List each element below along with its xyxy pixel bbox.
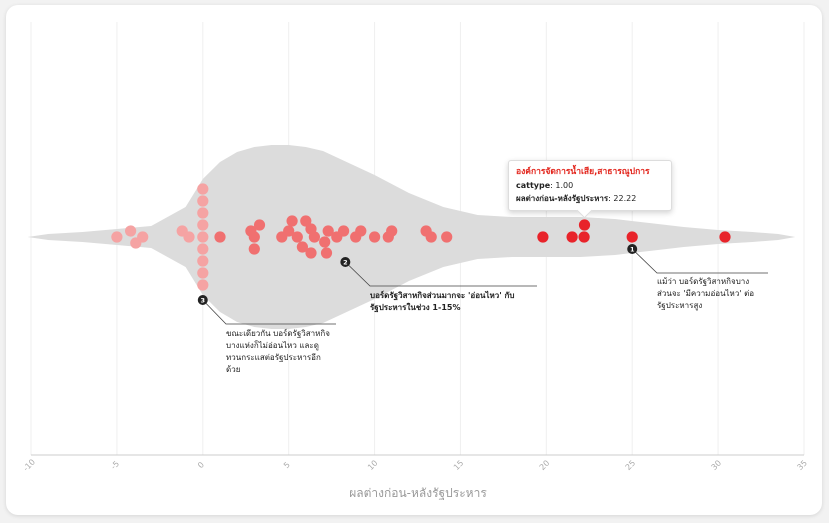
- data-point: [253, 219, 266, 231]
- data-point: [355, 225, 367, 237]
- data-point: [111, 231, 123, 243]
- data-point: [386, 225, 398, 237]
- data-point: [197, 243, 209, 255]
- x-axis: -10 -5 0 5 10 15 20 25 30 35: [21, 454, 809, 473]
- data-point: [578, 231, 590, 243]
- data-point: [197, 219, 209, 231]
- x-axis-label: ผลต่างก่อน-หลังรัฐประหาร: [349, 486, 487, 500]
- tooltip-title: องค์การจัดการน้ำเสีย,สาธารณูปการ: [516, 167, 650, 177]
- violin-shape: [27, 145, 796, 329]
- data-point: [183, 231, 195, 243]
- annotation-3-line: บางแห่งก็ไม่อ่อนไหว และดู: [226, 341, 319, 350]
- annotation-3-text: ขณะเดียวกัน บอร์ดรัฐวิสาหกิจ บางแห่งก็ไม…: [226, 328, 346, 376]
- annotation-1-leader: [631, 248, 768, 274]
- annotation-marker: [197, 295, 208, 305]
- data-point: [283, 225, 295, 237]
- x-tick-label: 25: [624, 458, 638, 472]
- x-tick-label: -10: [21, 457, 37, 473]
- data-point: [319, 236, 331, 248]
- data-point: [197, 207, 209, 219]
- annotation-2-leader: [345, 261, 537, 287]
- data-point: [441, 231, 453, 243]
- annotation-marker: [340, 257, 351, 267]
- data-point: [197, 255, 209, 267]
- data-point: [197, 183, 209, 195]
- annotation-leaders: [202, 248, 768, 325]
- annotation-2-line: บอร์ดรัฐวิสาหกิจส่วนมากจะ 'อ่อนไหว' กับ: [370, 291, 515, 300]
- data-point: [197, 279, 209, 291]
- x-tick-label: -5: [109, 459, 121, 471]
- annotation-2-line: รัฐประหารในช่วง 1-15%: [370, 303, 461, 312]
- data-point: [197, 267, 209, 279]
- tooltip-cattype-row: cattype: 1.00: [516, 181, 574, 190]
- annotation-markers: 3 2 1: [197, 244, 638, 305]
- data-points: [111, 183, 731, 291]
- data-point: [296, 241, 308, 253]
- data-point: [197, 195, 209, 207]
- annotation-1-text: แม้ว่า บอร์ดรัฐวิสาหกิจบาง ส่วนจะ 'มีควา…: [657, 276, 777, 312]
- data-point: [320, 247, 333, 259]
- annotation-3-line: ขณะเดียวกัน บอร์ดรัฐวิสาหกิจ: [226, 329, 330, 338]
- data-point: [125, 225, 137, 237]
- annotation-marker: [627, 244, 638, 254]
- data-point: [291, 231, 303, 243]
- x-tick-label: 0: [196, 460, 206, 470]
- data-point: [305, 247, 317, 259]
- data-point: [425, 231, 437, 243]
- x-tick-label: 15: [452, 458, 466, 472]
- annotation-marker-label: 3: [201, 297, 206, 305]
- tooltip-diff-label: ผลต่างก่อน-หลังรัฐประหาร: [516, 194, 609, 203]
- data-point: [137, 231, 149, 243]
- data-point: [322, 225, 334, 237]
- data-point: [308, 231, 320, 243]
- data-point: [369, 231, 381, 243]
- data-point: [566, 231, 578, 243]
- annotation-2-text: บอร์ดรัฐวิสาหกิจส่วนมากจะ 'อ่อนไหว' กับ …: [370, 290, 545, 314]
- data-point: [197, 231, 209, 243]
- x-tick-label: 30: [710, 458, 724, 472]
- annotation-marker-label: 1: [630, 246, 635, 254]
- tooltip-diff-value: 22.22: [613, 194, 637, 203]
- annotation-3-line: ด้วย: [226, 365, 241, 374]
- data-point: [214, 231, 226, 243]
- x-tick-label: 5: [282, 460, 292, 470]
- data-point: [248, 243, 260, 255]
- x-tick-label: 10: [366, 458, 380, 472]
- tooltip-diff-row: ผลต่างก่อน-หลังรัฐประหาร: 22.22: [516, 194, 637, 203]
- annotation-1-line: แม้ว่า บอร์ดรัฐวิสาหกิจบาง: [657, 277, 750, 286]
- data-point: [626, 231, 638, 243]
- tooltip-cattype-label: cattype: [516, 181, 551, 190]
- data-point: [338, 225, 350, 237]
- annotation-3-leader: [202, 299, 336, 325]
- x-tick-label: 35: [795, 458, 809, 472]
- data-point: [286, 215, 298, 227]
- data-point: [578, 219, 591, 231]
- x-tick-label: 20: [538, 458, 552, 472]
- data-point: [719, 231, 731, 243]
- annotation-3-line: ทวนกระแสต่อรัฐประหารอีก: [226, 353, 321, 362]
- annotation-1-line: ส่วนจะ 'มีความอ่อนไหว' ต่อ: [657, 289, 755, 298]
- tooltip-cattype-value: 1.00: [555, 181, 574, 190]
- data-point: [300, 215, 312, 227]
- data-point: [537, 231, 549, 243]
- data-point: [248, 231, 260, 243]
- data-tooltip: องค์การจัดการน้ำเสีย,สาธารณูปการ cattype…: [508, 160, 672, 211]
- annotation-marker-label: 2: [343, 259, 348, 267]
- annotation-1-line: รัฐประหารสูง: [657, 301, 703, 310]
